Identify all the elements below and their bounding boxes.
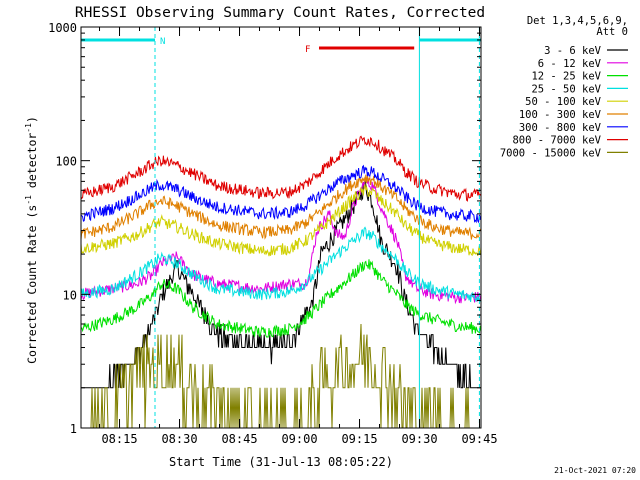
legend-label: 300 - 800 keV [519,122,602,134]
series-layer [80,135,482,429]
y-axis-label-end: ) [25,116,39,123]
legend-header-line: Att 0 [596,26,628,38]
y-axis-label-sup1: -1 [24,195,33,205]
legend-header-line: Det 1,3,4,5,6,9, [527,15,628,27]
legend-label: 7000 - 15000 keV [500,147,602,159]
series-line-9 [81,323,481,429]
legend-label: 12 - 25 keV [531,71,601,83]
x-tick-label: 09:15 [341,432,377,446]
series-line-8 [80,135,482,202]
x-axis-label: Start Time (31-Jul-13 08:05:22) [169,455,393,469]
series-line-7 [80,164,482,224]
axes-layer: 1000 100 10 1 08:15 08:30 08:45 09:00 09:15 09:30… [48,21,497,446]
legend-label: 25 - 50 keV [531,83,601,95]
y-axis-label: Corrected Count Rate (s-1 detector-1) [24,116,39,364]
x-tick-label: 09:00 [281,432,317,446]
legend-label: 50 - 100 keV [525,96,602,108]
annotation-layer: NF [81,27,481,428]
legend-label: 3 - 6 keV [544,45,602,57]
x-tick-label: 08:45 [221,432,257,446]
n-label: N [160,37,165,47]
y-tick-label: 10 [63,288,77,302]
y-axis-label-main: Corrected Count Rate (s [25,205,39,364]
legend-label: 6 - 12 keV [538,58,602,70]
series-line-4 [80,226,482,303]
x-tick-label: 09:45 [461,432,497,446]
x-tick-label: 08:30 [161,432,197,446]
f-label: F [305,45,310,55]
x-tick-label: 08:15 [101,432,137,446]
y-axis-label-mid: detector [25,133,39,195]
y-axis-label-sup2: -1 [24,123,33,133]
series-line-2 [80,176,482,305]
y-tick-label: 100 [55,155,77,169]
plot-frame [80,26,482,429]
chart-title: RHESSI Observing Summary Count Rates, Co… [75,5,485,21]
series-line-5 [80,182,482,257]
legend-label: 800 - 7000 keV [512,135,601,147]
series-line-1 [81,178,481,389]
legend-label: 100 - 300 keV [519,109,602,121]
series-line-3 [80,259,482,338]
x-tick-label: 09:30 [401,432,437,446]
series-line-6 [80,174,482,240]
footer-timestamp: 21-Oct-2021 07:20 [554,466,636,475]
y-tick-label: 1 [70,422,77,436]
y-tick-label: 1000 [48,21,77,35]
